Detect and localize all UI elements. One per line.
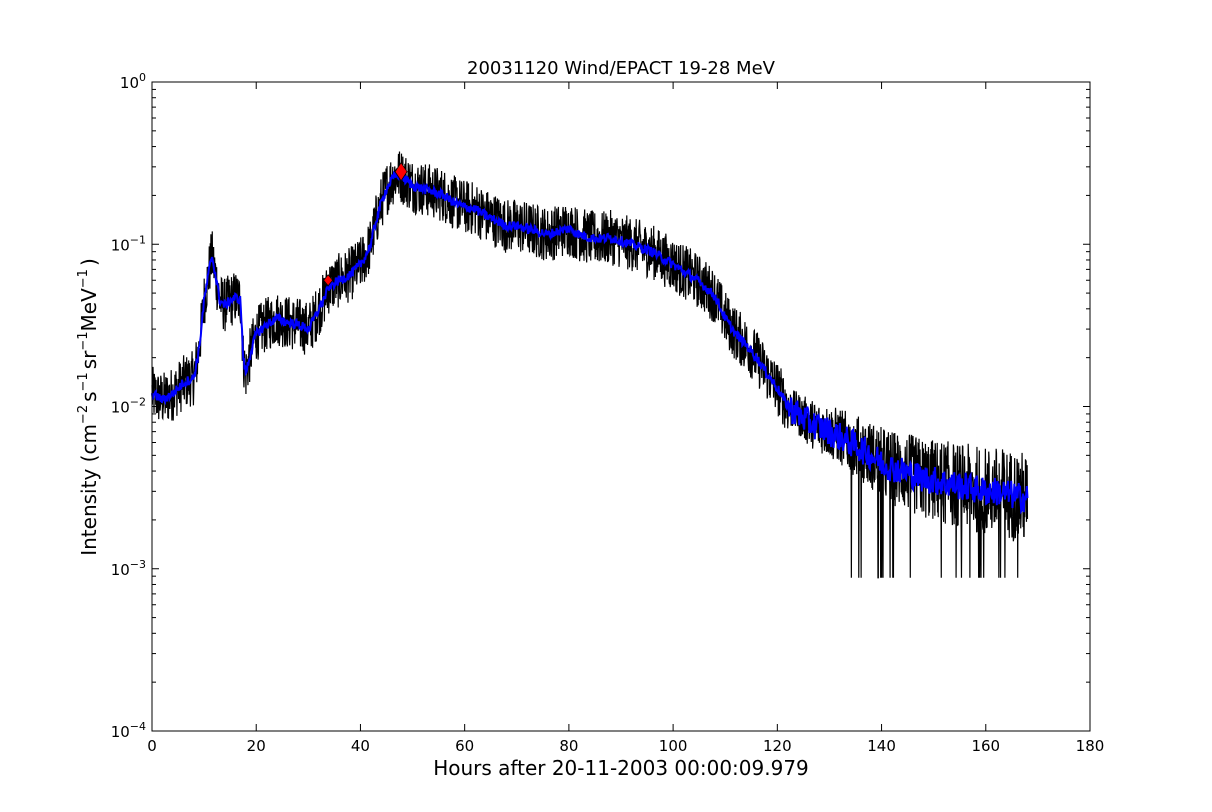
- y-label-s: s: [77, 391, 101, 401]
- x-tick-label-6: 120: [763, 737, 792, 755]
- x-tick-label-2: 40: [351, 737, 370, 755]
- y-tick-label-1: 10−3: [111, 558, 146, 579]
- x-tick-label-3: 60: [455, 737, 474, 755]
- y-tick-label-3: 10−1: [111, 233, 146, 254]
- y-label-mev: MeV: [77, 288, 101, 332]
- y-label-exp3: −1: [76, 331, 91, 350]
- series-line-1-smoothed: [151, 170, 1029, 515]
- series-line-0-raw: [151, 151, 1029, 579]
- marker-diamond-1: [394, 161, 408, 182]
- y-label-exp4: −1: [76, 269, 91, 288]
- y-tick-label-0: 10−4: [111, 720, 146, 741]
- x-tick-label-9: 180: [1076, 737, 1105, 755]
- y-label-exp2: −1: [76, 372, 91, 391]
- x-axis-label: Hours after 20-11-2003 00:00:09.979: [433, 756, 809, 780]
- y-label-sr: sr: [77, 350, 101, 369]
- marker-layer: [323, 161, 408, 287]
- x-tick-label-1: 20: [247, 737, 266, 755]
- x-tick-label-8: 160: [971, 737, 1000, 755]
- x-tick-label-0: 0: [147, 737, 157, 755]
- x-tick-label-4: 80: [559, 737, 578, 755]
- x-axis: 0 20 40 60 80 100 120 140 160 180: [147, 82, 1104, 755]
- marker-diamond-0: [323, 274, 334, 287]
- y-label-prefix: Intensity (cm: [77, 424, 101, 556]
- y-label-exp1: −2: [76, 405, 91, 424]
- x-tick-label-7: 140: [867, 737, 896, 755]
- y-tick-label-2: 10−2: [111, 396, 146, 417]
- y-label-suffix: ): [77, 258, 101, 266]
- plot-background: [152, 82, 1090, 731]
- plot-area: [151, 81, 1091, 732]
- chart-title: 20031120 Wind/EPACT 19-28 MeV: [467, 58, 776, 79]
- series-layer: [151, 151, 1029, 579]
- y-tick-label-4: 100: [120, 71, 146, 92]
- x-tick-label-5: 100: [659, 737, 688, 755]
- y-axis: 10−4 10−3 10−2 10−1 100: [111, 71, 1090, 741]
- y-axis-label: Intensity (cm−2s−1sr−1MeV−1): [76, 258, 101, 556]
